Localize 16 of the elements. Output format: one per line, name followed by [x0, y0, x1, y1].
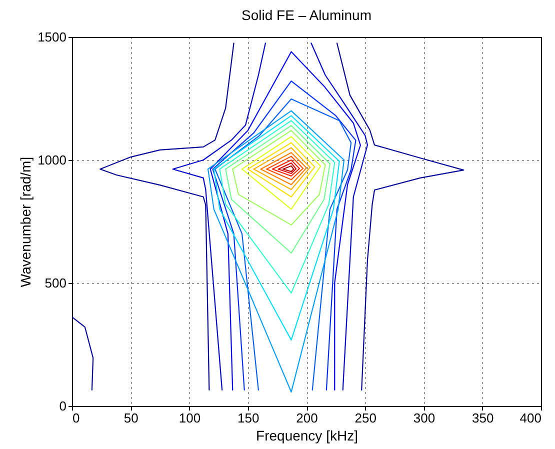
x-tick-label: 400 [520, 410, 542, 426]
y-axis-title: Wavenumber [rad/m] [18, 156, 34, 288]
x-tick-label: 0 [72, 410, 80, 426]
y-tick-label: 0 [59, 398, 66, 414]
x-tick-label: 150 [238, 410, 260, 426]
x-tick-label: 300 [413, 410, 436, 426]
chart-title: Solid FE – Aluminum [242, 7, 372, 23]
x-tick-label: 50 [124, 410, 138, 426]
x-tick-label: 350 [472, 410, 494, 426]
y-tick-label: 500 [44, 276, 66, 290]
y-tick-label: 1500 [38, 30, 66, 44]
x-tick-label: 200 [296, 410, 318, 426]
y-tick-label: 1000 [38, 152, 66, 168]
x-tick-label: 100 [178, 410, 201, 426]
x-axis-title: Frequency [kHz] [256, 428, 358, 444]
x-tick-label: 250 [354, 410, 376, 426]
